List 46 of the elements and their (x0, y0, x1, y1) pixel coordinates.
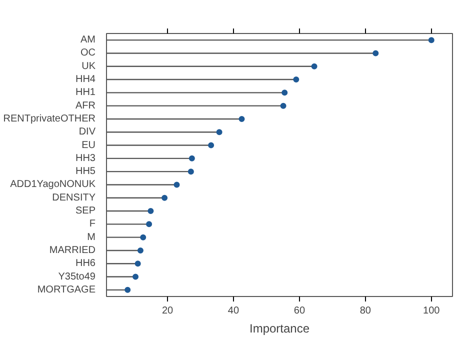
point (162, 194, 168, 201)
point (238, 116, 245, 122)
y-tick-label: AM (80, 34, 96, 46)
point (428, 37, 434, 44)
y-tick-label: F (89, 218, 96, 230)
y-tick-label: SEP (75, 206, 96, 217)
y-tick-label: RENTprivateOTHER (3, 113, 96, 124)
x-tick-label: 100 (423, 306, 440, 316)
y-tick-label: HH5 (75, 166, 96, 178)
point (124, 286, 131, 293)
x-axis-title: Importance (249, 322, 310, 336)
point (148, 208, 154, 214)
y-tick-label: MARRIED (49, 244, 96, 256)
point (140, 234, 146, 240)
point (311, 63, 318, 70)
y-tick-label: MORTGAGE (37, 284, 96, 296)
y-tick-label: HH3 (75, 152, 96, 164)
y-tick-label: OC (80, 48, 96, 59)
point (132, 274, 139, 280)
x-tick-label: 80 (360, 306, 372, 316)
point (208, 142, 214, 148)
point (293, 76, 300, 83)
x-tick-label: 60 (294, 306, 306, 316)
y-tick-label: DIV (78, 126, 96, 138)
y-tick-label: Y35to49 (58, 271, 96, 282)
x-tick-label: 40 (228, 306, 240, 316)
x-tick-label: 20 (162, 306, 174, 316)
y-tick-label: DENSITY (52, 192, 96, 204)
point (216, 129, 222, 136)
y-tick-label: UK (82, 60, 96, 72)
y-tick-label: ADD1YagoNONUK (10, 179, 96, 190)
y-tick-label: HH4 (75, 74, 96, 86)
y-tick-label: HH1 (75, 87, 96, 98)
point (174, 182, 180, 188)
point (188, 168, 194, 175)
point (280, 102, 286, 109)
point (146, 221, 152, 228)
y-tick-label: M (87, 232, 96, 243)
point (137, 247, 144, 254)
point (282, 90, 288, 96)
point (134, 260, 141, 267)
y-tick-label: AFR (76, 100, 96, 112)
y-tick-label: EU (82, 140, 96, 151)
point (372, 50, 379, 56)
y-tick-label: HH6 (75, 258, 96, 270)
point (188, 155, 195, 162)
